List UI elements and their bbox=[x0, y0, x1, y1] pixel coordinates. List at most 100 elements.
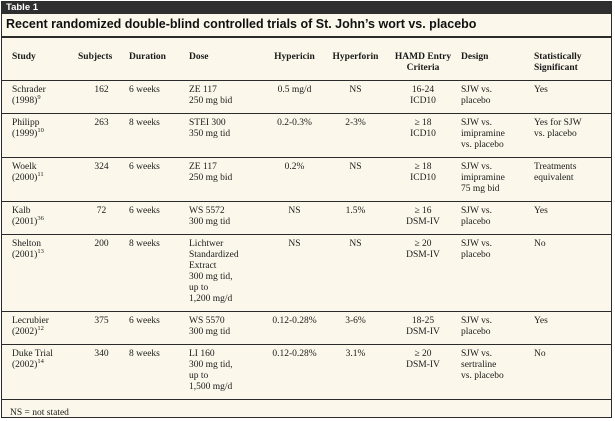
dose-line: WS 5572 bbox=[189, 206, 225, 216]
study-reference: 9 bbox=[37, 93, 41, 101]
dose-cell: LI 160 300 mg tid, up to 1,500 mg/d bbox=[187, 344, 265, 400]
significant-line: vs. placebo bbox=[534, 129, 577, 139]
duration-value: 6 weeks bbox=[129, 206, 160, 216]
duration-value: 6 weeks bbox=[129, 85, 160, 95]
design-cell: SJW vs. placebo bbox=[459, 201, 532, 235]
hyperforin-value: 1.5% bbox=[345, 206, 366, 216]
design-line: SJW vs. bbox=[461, 118, 492, 128]
dose-cell: ZE 117 250 mg bid bbox=[187, 80, 265, 114]
hypericin-value: 0.2% bbox=[284, 162, 305, 172]
hamd-line: DSM-IV bbox=[406, 327, 440, 337]
study-cell: Lecrubier (2002)12 bbox=[2, 311, 76, 345]
significant-line: Yes bbox=[534, 316, 548, 326]
design-line: SJW vs. bbox=[461, 239, 492, 249]
study-reference: 13 bbox=[37, 247, 44, 255]
study-cell: Schrader (1998)9 bbox=[2, 80, 76, 114]
hyperforin-cell: 3.1% bbox=[324, 344, 387, 400]
study-name: Woelk bbox=[12, 162, 37, 172]
dose-cell: WS 5570 300 mg tid bbox=[187, 311, 265, 345]
dose-line: ZE 117 bbox=[189, 85, 217, 95]
study-year: (1999) bbox=[12, 129, 38, 139]
dose-line: STEI 300 bbox=[189, 118, 226, 128]
dose-line: 300 mg tid bbox=[189, 327, 231, 337]
hamd-line: ≥ 16 bbox=[414, 206, 432, 216]
design-cell: SJW vs. imipramine 75 mg bid bbox=[459, 157, 532, 202]
study-reference: 11 bbox=[37, 170, 44, 178]
significant-cell: Yes bbox=[532, 80, 611, 114]
duration-cell: 6 weeks bbox=[127, 311, 187, 345]
subjects-cell: 162 bbox=[76, 80, 127, 114]
duration-value: 6 weeks bbox=[129, 162, 160, 172]
header-study: Study bbox=[2, 38, 76, 81]
dose-line: 350 mg tid bbox=[189, 129, 231, 139]
design-line: SJW vs. bbox=[461, 316, 492, 326]
design-line: vs. placebo bbox=[461, 371, 504, 381]
study-year: (2002) bbox=[12, 327, 38, 337]
design-line: imipramine bbox=[461, 173, 505, 183]
dose-line: 250 mg bid bbox=[189, 96, 233, 106]
hypericin-value: 0.12-0.28% bbox=[272, 316, 317, 326]
duration-cell: 6 weeks bbox=[127, 80, 187, 114]
study-year-line: (1999)10 bbox=[12, 127, 74, 140]
hypericin-cell: 0.2% bbox=[265, 157, 324, 202]
hypericin-value: 0.5 mg/d bbox=[277, 85, 312, 95]
study-name: Schrader bbox=[12, 85, 46, 95]
dose-line: 300 mg tid, bbox=[189, 360, 233, 370]
design-line: SJW vs. bbox=[461, 206, 492, 216]
dose-cell: STEI 300 350 mg tid bbox=[187, 113, 265, 158]
table-title: Recent randomized double-blind controlle… bbox=[2, 14, 611, 38]
study-cell: Duke Trial (2002)14 bbox=[2, 344, 76, 400]
study-name: Kalb bbox=[12, 206, 31, 216]
study-year: (2001) bbox=[12, 217, 38, 227]
hyperforin-value: 2-3% bbox=[345, 118, 366, 128]
subjects-value: 200 bbox=[94, 239, 109, 249]
study-name: Lecrubier bbox=[12, 316, 49, 326]
design-line: SJW vs. bbox=[461, 85, 492, 95]
dose-line: Extract bbox=[189, 261, 217, 271]
header-subjects: Subjects bbox=[76, 38, 127, 81]
table-label: Table 1 bbox=[2, 2, 611, 14]
significant-cell: Yes bbox=[532, 201, 611, 235]
subjects-value: 162 bbox=[94, 85, 109, 95]
hyperforin-cell: NS bbox=[324, 80, 387, 114]
design-line: sertraline bbox=[461, 360, 497, 370]
design-cell: SJW vs. placebo bbox=[459, 234, 532, 312]
subjects-cell: 375 bbox=[76, 311, 127, 345]
dose-line: up to bbox=[189, 283, 209, 293]
study-year-line: (2000)11 bbox=[12, 170, 74, 184]
table-row: Philipp (1999)10 263 8 weeks STEI 300 350 mg … bbox=[2, 113, 611, 158]
study-cell: Philipp (1999)10 bbox=[2, 113, 76, 158]
hamd-line: ≥ 20 bbox=[414, 349, 432, 359]
dose-line: LI 160 bbox=[189, 349, 215, 359]
design-cell: SJW vs. placebo bbox=[459, 80, 532, 114]
hypericin-cell: 0.12-0.28% bbox=[265, 311, 324, 345]
dose-line: WS 5570 bbox=[189, 316, 225, 326]
hamd-line: ≥ 20 bbox=[414, 239, 432, 249]
study-reference: 36 bbox=[37, 214, 44, 222]
hyperforin-value: 3-6% bbox=[345, 316, 366, 326]
header-significant-line2: Significant bbox=[534, 63, 578, 73]
header-design: Design bbox=[459, 38, 532, 81]
dose-line: ZE 117 bbox=[189, 162, 217, 172]
design-cell: SJW vs. sertraline vs. placebo bbox=[459, 344, 532, 400]
subjects-cell: 324 bbox=[76, 157, 127, 202]
study-cell: Woelk (2000)11 bbox=[2, 157, 76, 202]
dose-line: Lichtwer bbox=[189, 239, 224, 249]
design-line: imipramine bbox=[461, 129, 505, 139]
design-line: placebo bbox=[461, 250, 491, 260]
study-name: Duke Trial bbox=[12, 349, 53, 359]
study-year: (2001) bbox=[12, 250, 38, 260]
duration-value: 8 weeks bbox=[129, 349, 160, 359]
hamd-line: ICD10 bbox=[410, 173, 436, 183]
subjects-value: 340 bbox=[94, 349, 109, 359]
dose-cell: ZE 117 250 mg bid bbox=[187, 157, 265, 202]
significant-cell: Yes bbox=[532, 311, 611, 345]
significant-line: Treatments bbox=[534, 162, 577, 172]
subjects-value: 72 bbox=[96, 206, 107, 216]
design-line: vs. placebo bbox=[461, 140, 504, 150]
significant-line: Yes bbox=[534, 85, 548, 95]
table-body: Schrader (1998)9 162 6 weeks ZE 117 250 mg bi… bbox=[2, 80, 611, 400]
header-hyperforin: Hyperforin bbox=[324, 38, 387, 81]
subjects-value: 375 bbox=[94, 316, 109, 326]
